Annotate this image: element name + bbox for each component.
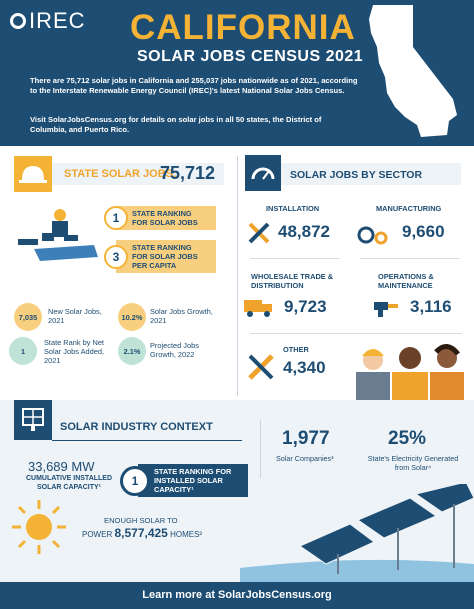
sector-divider (360, 258, 460, 259)
sector-label: SOLAR JOBS BY SECTOR (290, 169, 423, 181)
truck-icon (244, 300, 272, 317)
sector-divider (250, 258, 340, 259)
electricity-value: 25% (388, 428, 427, 449)
context-underline (52, 440, 242, 441)
workers-illustration (356, 344, 464, 400)
stat-rank-net-text: State Rank by Net Solar Jobs Added, 2021 (44, 338, 104, 365)
stat-new-jobs-circle: 7,035 (14, 303, 42, 331)
header: IREC CALIFORNIA SOLAR JOBS CENSUS 2021 T… (0, 0, 474, 146)
hardhat-icon (19, 166, 47, 183)
stat-jobs-growth-text: Solar Jobs Growth, 2021 (150, 307, 213, 325)
hardhat-icon-box (14, 156, 52, 192)
solar-installer-illustration (18, 209, 98, 261)
electricity-text: State's Electricity Generated from Solar… (367, 454, 459, 472)
sector-bar (281, 163, 461, 185)
companies-value: 1,977 (282, 428, 330, 449)
state-jobs-label: STATE SOLAR JOBS: (64, 168, 177, 180)
stat-jobs-growth-circle: 10.2% (118, 303, 146, 331)
stat-projected-text: Projected Jobs Growth, 2022 (150, 341, 199, 359)
other-value: 4,340 (283, 358, 326, 377)
irec-logo: IREC (10, 8, 86, 34)
rank-text: STATE RANKING FOR INSTALLED SOLAR CAPACI… (138, 464, 248, 497)
sector-divider (250, 333, 462, 334)
california-map-icon (369, 5, 457, 137)
rank-number: 1 (120, 465, 150, 496)
page-subtitle: SOLAR JOBS CENSUS 2021 (137, 48, 364, 65)
sun-icon (12, 500, 66, 554)
solar-panel-icon-box (14, 400, 52, 440)
tools-icon (248, 222, 270, 244)
rank-per-capita: 3 STATE RANKING FOR SOLAR JOBS PER CAPIT… (104, 240, 216, 273)
operations-value: 3,116 (410, 297, 452, 316)
solar-array-illustration (240, 484, 474, 582)
homes-prefix: POWER (82, 530, 113, 539)
operations-label: OPERATIONS & MAINTENANCE (378, 272, 434, 290)
stat-new-jobs-text: New Solar Jobs, 2021 (48, 307, 102, 325)
installation-label: INSTALLATION (266, 204, 320, 213)
context-divider (260, 420, 261, 478)
rank-number: 3 (104, 244, 128, 269)
drill-icon (374, 302, 398, 317)
column-divider (237, 156, 238, 396)
manufacturing-value: 9,660 (402, 222, 445, 241)
rank-solar-jobs: 1 STATE RANKING FOR SOLAR JOBS (104, 206, 216, 230)
state-jobs-value: 75,712 (160, 163, 216, 183)
installation-value: 48,872 (278, 222, 330, 241)
capacity-value: 33,689 MW (28, 459, 95, 474)
logo-text: IREC (29, 8, 86, 33)
homes-value: 8,577,425 (114, 526, 168, 540)
companies-text: Solar Companies³ (276, 454, 334, 463)
homes-line1: ENOUGH SOLAR TO (104, 516, 178, 525)
pencil-ruler-icon (248, 354, 274, 380)
gauge-icon (251, 167, 275, 180)
homes-suffix: HOMES² (170, 530, 203, 539)
rank-installed-capacity: 1 STATE RANKING FOR INSTALLED SOLAR CAPA… (120, 464, 248, 497)
page-title: CALIFORNIA (130, 8, 356, 47)
context-label: SOLAR INDUSTRY CONTEXT (60, 421, 213, 433)
manufacturing-label: MANUFACTURING (376, 204, 442, 213)
intro-paragraph: There are 75,712 solar jobs in Californi… (30, 76, 358, 95)
other-label: OTHER (283, 345, 309, 354)
footer-cta[interactable]: Learn more at SolarJobsCensus.org (0, 582, 474, 609)
rank-number: 1 (104, 206, 128, 230)
homes-line2: POWER 8,577,425 HOMES² (82, 526, 202, 540)
gears-icon (357, 226, 388, 245)
state-jobs-bar (52, 163, 224, 185)
gauge-icon-box (245, 155, 281, 191)
solar-panel-icon (22, 408, 44, 431)
logo-ring-icon (10, 13, 26, 29)
rank-text: STATE RANKING FOR SOLAR JOBS (116, 206, 216, 230)
stat-projected-circle: 2.1% (118, 337, 146, 365)
wholesale-label: WHOLESALE TRADE & DISTRIBUTION (251, 272, 334, 290)
wholesale-value: 9,723 (284, 297, 327, 316)
capacity-text: CUMULATIVE INSTALLED SOLAR CAPACITY¹ (25, 475, 113, 491)
stat-rank-net-circle: 1 (9, 337, 37, 365)
intro-link-paragraph: Visit SolarJobsCensus.org for details on… (30, 115, 322, 134)
rank-text: STATE RANKING FOR SOLAR JOBS PER CAPITA (116, 240, 216, 273)
